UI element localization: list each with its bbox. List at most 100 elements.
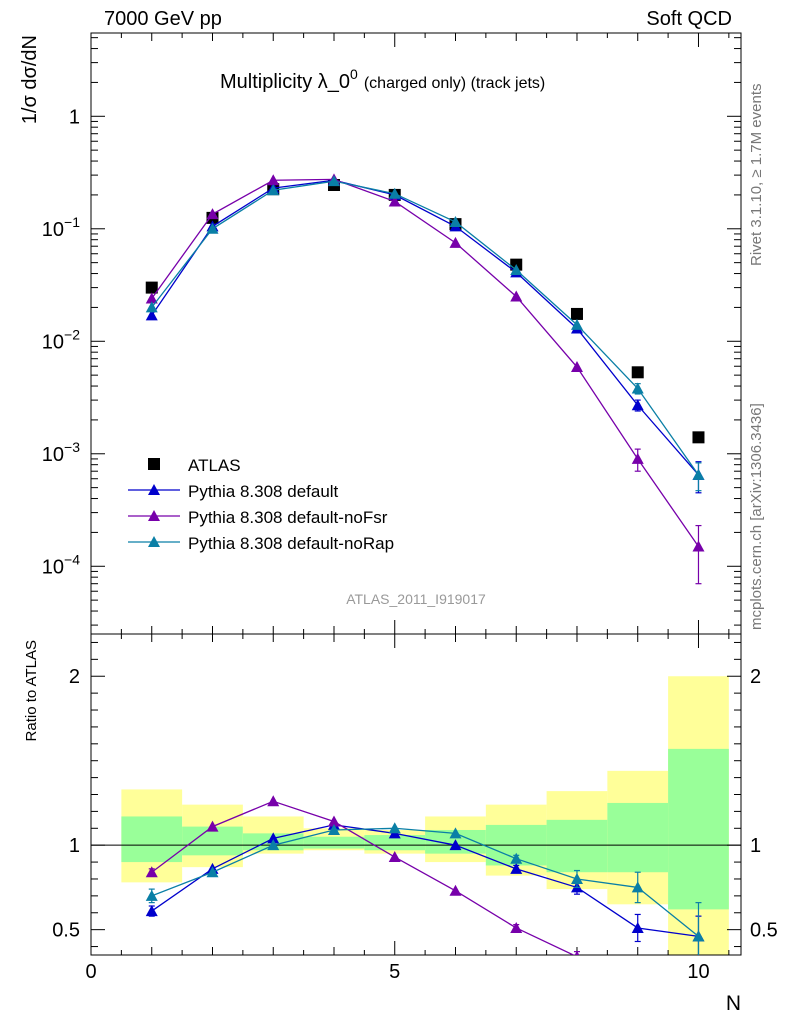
marker-noFsr-2 [206, 208, 219, 220]
header-left: 7000 GeV pp [104, 8, 222, 30]
ratio-marker-noFsr-5 [388, 851, 401, 863]
legend-label-noFsr: Pythia 8.308 default-noFsr [188, 508, 388, 527]
ratio-marker-noFsr-3 [267, 795, 280, 807]
legend-marker-default [148, 484, 160, 495]
y-tick-label-ratio-right: 1 [750, 835, 761, 857]
ratio-marker-noFsr-10 [692, 991, 704, 1002]
axis-labels: 1 10−1 10−2 10−3 10−4 0.5 0.5 1 1 2 2 0 5 10 N 1/σ dσ/d… [19, 35, 778, 1015]
ratio-series-group [145, 795, 705, 1002]
band-inner-bin-9 [607, 802, 669, 873]
legend: ATLAS Pythia 8.308 default Pythia 8.308 de… [128, 456, 394, 553]
marker-noRap-4 [327, 175, 340, 187]
header-right: Soft QCD [646, 8, 732, 30]
marker-noRap-10 [692, 468, 705, 480]
legend-label-default: Pythia 8.308 default [188, 482, 339, 501]
series-line-default [151, 179, 699, 476]
ratio-marker-default-1 [145, 905, 158, 917]
band-inner-bin-4 [303, 836, 365, 849]
y-tick-label-top: 1 [69, 106, 80, 128]
marker-noRap-9 [631, 382, 644, 394]
marker-noRap-8 [570, 318, 583, 330]
ratio-marker-noRap-9 [631, 881, 644, 893]
x-tick-label: 5 [389, 961, 400, 983]
ratio-marker-noFsr-9 [632, 979, 644, 990]
ratio-marker-noRap-7 [510, 852, 523, 864]
chart-title-superscript: 0 [350, 66, 358, 82]
ratio-marker-noFsr-1 [145, 866, 158, 878]
marker-noFsr-3 [267, 174, 280, 186]
marker-noFsr-6 [449, 236, 462, 248]
series-line-noFsr [151, 178, 700, 547]
band-inner-bin-10 [668, 748, 729, 910]
ratio-marker-noRap-10 [692, 930, 705, 942]
y-tick-label-ratio-right: 2 [750, 666, 761, 688]
ratio-marker-noRap-1 [145, 889, 158, 901]
ratio-marker-noFsr-2 [206, 820, 219, 832]
marker-atlas-1 [145, 281, 158, 294]
legend-label-noRap: Pythia 8.308 default-noRap [188, 534, 394, 553]
legend-marker-atlas [148, 458, 160, 470]
y-tick-label-top: 10−3 [42, 439, 80, 466]
ratio-marker-noRap-4 [327, 823, 340, 835]
x-tick-label: 0 [85, 961, 96, 983]
marker-atlas-10 [692, 431, 705, 444]
marker-noRap-7 [510, 264, 523, 276]
marker-noRap-6 [449, 215, 462, 227]
ratio-marker-noRap-3 [267, 839, 280, 851]
chart-title-suffix: (charged only) (track jets) [364, 75, 545, 92]
ratio-marker-noRap-6 [449, 827, 462, 839]
marker-atlas-9 [631, 366, 644, 379]
legend-marker-noRap [148, 536, 160, 547]
y-tick-label-ratio-left: 1 [69, 835, 80, 857]
series-noRap [145, 175, 705, 492]
marker-noFsr-9 [631, 452, 644, 464]
marker-noFsr-1 [145, 292, 158, 304]
ratio-series-noRap [145, 822, 705, 955]
marker-noFsr-5 [388, 195, 401, 207]
ratio-marker-noRap-5 [388, 822, 401, 834]
y-tick-label-top: 10−1 [42, 214, 80, 241]
data-series [145, 173, 705, 1002]
marker-noRap-5 [388, 187, 401, 199]
ratio-marker-default-6 [449, 839, 462, 851]
marker-default-1 [145, 309, 158, 321]
ratio-series-noFsr [145, 795, 704, 1002]
ratio-marker-noRap-8 [570, 872, 583, 884]
y-tick-label-ratio-left: 2 [69, 666, 80, 688]
y-tick-exponent: −4 [64, 551, 80, 567]
ratio-marker-default-9 [631, 921, 644, 933]
ratio-marker-noFsr-8 [574, 950, 580, 955]
y-tick-label-top: 10−2 [42, 326, 80, 353]
band-inner-bin-8 [546, 819, 608, 873]
band-inner-bin-5 [364, 835, 426, 851]
marker-atlas-8 [570, 307, 583, 320]
marker-noFsr-10 [692, 540, 705, 552]
ratio-line-default [151, 824, 699, 938]
ratio-marker-noFsr-7 [510, 921, 523, 933]
series-line-noRap [151, 180, 700, 476]
marker-noRap-1 [145, 301, 158, 313]
y-tick-exponent: −2 [64, 326, 80, 342]
y-axis-label-ratio: Ratio to ATLAS [23, 640, 40, 741]
ratio-marker-default-7 [510, 862, 523, 874]
legend-marker-noFsr [148, 510, 160, 521]
marker-noFsr-8 [570, 361, 583, 373]
y-tick-exponent: −3 [64, 439, 80, 455]
ratio-marker-default-3 [267, 832, 280, 844]
plot-frames [90, 32, 742, 956]
ratio-line-noRap [151, 827, 699, 937]
chart-title: Multiplicity λ_00(charged only) (track j… [220, 66, 545, 93]
y-tick-label-ratio-left: 0.5 [52, 920, 80, 942]
ratio-marker-noFsr-6 [449, 884, 462, 896]
x-axis-label: N [726, 992, 741, 1015]
y-tick-label-top: 10−4 [42, 551, 80, 578]
marker-noRap-2 [206, 222, 219, 234]
marker-noFsr-7 [510, 290, 523, 302]
ratio-line-noFsr [151, 800, 575, 955]
y-tick-exponent: −1 [64, 214, 80, 230]
ratio-marker-noRap-2 [206, 866, 219, 878]
marker-noRap-3 [267, 184, 280, 196]
x-tick-label: 10 [687, 961, 709, 983]
y-tick-label-ratio-right: 0.5 [750, 920, 778, 942]
